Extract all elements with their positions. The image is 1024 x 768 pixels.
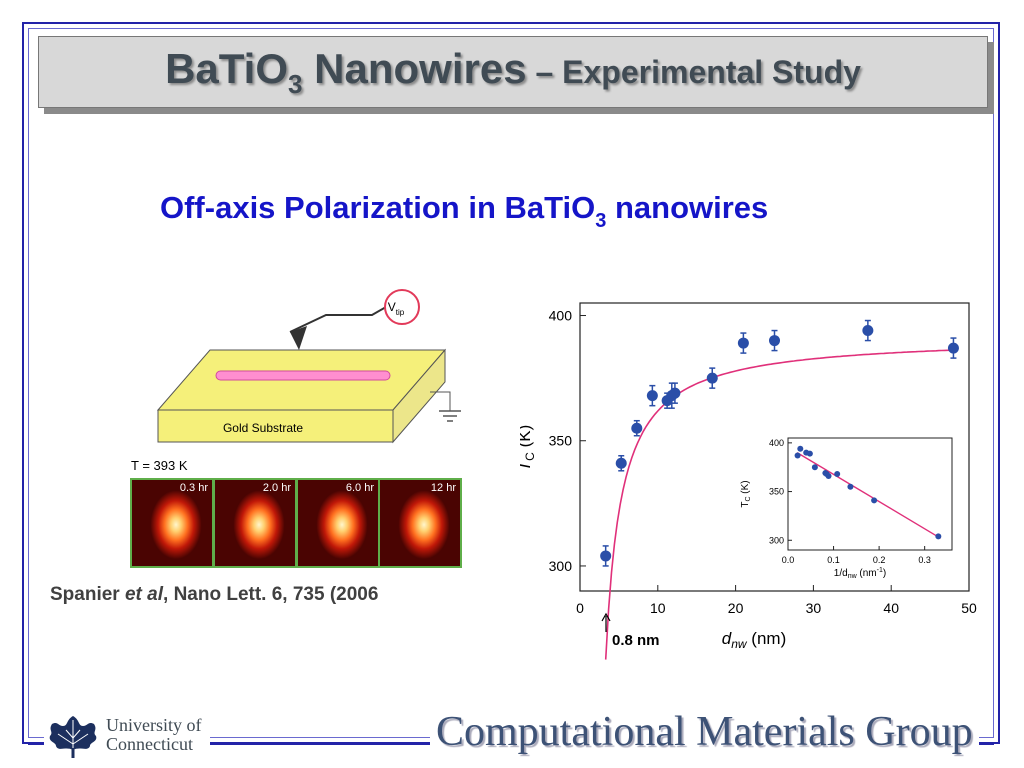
- data-point: [706, 372, 718, 384]
- voltage-source: [384, 289, 420, 325]
- title-bar: BaTiO3 Nanowires – Experimental Study: [38, 36, 988, 108]
- main-data-points: [600, 319, 959, 567]
- main-axis-ticks: 0 10 20 30 40 50 300 350 400: [549, 307, 977, 616]
- pfm-image-panel: 0.3 hr: [132, 480, 212, 566]
- x-tick-label: 30: [806, 600, 822, 616]
- citation: Spanier et al, Nano Lett. 6, 735 (2006: [50, 584, 379, 605]
- inset-plot-frame: [787, 437, 953, 551]
- subtitle-pre: Off-axis Polarization in BaTiO: [160, 190, 596, 225]
- panel-time-label: 0.3 hr: [179, 482, 208, 494]
- inset-axis-ticks: 0.0 0.1 0.2 0.3 300 350 400: [769, 438, 931, 565]
- main-x-axis-label: dnw (nm): [722, 629, 786, 651]
- afm-tip: [290, 326, 307, 350]
- oak-leaf-icon: [49, 716, 97, 758]
- citation-journal: , Nano Lett. 6, 735 (2006: [163, 584, 379, 605]
- voltage-label: Vtip: [388, 300, 405, 317]
- inset-x-axis-label: 1/dnw (nm-1): [834, 567, 886, 580]
- pfm-image-strip: 0.3 hr 2.0 hr 6.0 hr 12 hr: [130, 478, 462, 568]
- substrate-side: [392, 348, 446, 444]
- slide-subtitle: Off-axis Polarization in BaTiO3 nanowire…: [160, 190, 768, 233]
- annotation-arrow-head: [601, 612, 611, 622]
- citation-etal: et al: [124, 584, 164, 605]
- inset-y-axis-label: TC (K): [740, 480, 752, 507]
- ground-wire: [430, 391, 451, 411]
- data-point: [797, 445, 804, 452]
- panel-time-label: 6.0 hr: [345, 482, 374, 494]
- main-fit-curve: [604, 349, 954, 660]
- inset-fit-line: [796, 451, 941, 539]
- pfm-image-panel: 12 hr: [380, 480, 460, 566]
- pfm-image-panel: 6.0 hr: [298, 480, 378, 566]
- x-tick-label: 0.1: [827, 555, 840, 565]
- y-tick-label: 400: [549, 307, 573, 323]
- y-tick-label: 350: [549, 433, 573, 449]
- diameter-annotation: 0.8 nm: [612, 632, 660, 649]
- x-tick-label: 0.2: [873, 555, 886, 565]
- data-point: [947, 342, 959, 354]
- title-dash-text: – Experimental Study: [526, 53, 861, 90]
- title-main: BaTiO: [165, 44, 289, 92]
- data-point: [862, 325, 874, 337]
- data-point: [811, 464, 818, 471]
- slide-title: BaTiO3 Nanowires – Experimental Study: [165, 45, 861, 100]
- nanowire: [215, 370, 391, 381]
- group-name: Computational Materials Group: [430, 708, 979, 756]
- data-point: [806, 450, 813, 457]
- data-point: [834, 471, 841, 478]
- data-point: [646, 390, 658, 402]
- uconn-logo: University of Connecticut: [44, 712, 210, 762]
- y-tick-label: 300: [549, 558, 573, 574]
- x-tick-label: 0.0: [782, 555, 795, 565]
- inset-data-points: [794, 445, 942, 540]
- data-point: [600, 550, 612, 562]
- panel-time-label: 12 hr: [430, 482, 456, 494]
- panel-time-label: 2.0 hr: [262, 482, 291, 494]
- temperature-label: T = 393 K: [131, 458, 188, 473]
- data-point: [769, 335, 780, 347]
- x-tick-label: 0: [576, 600, 584, 616]
- x-tick-label: 0.3: [918, 555, 931, 565]
- x-tick-label: 10: [650, 600, 666, 616]
- title-subscript: 3: [288, 68, 303, 99]
- data-point: [737, 337, 749, 349]
- y-tick-label: 350: [769, 487, 784, 497]
- title-rest: Nanowires: [302, 44, 527, 92]
- data-point: [825, 472, 832, 479]
- y-tick-label: 400: [769, 438, 784, 448]
- data-point: [615, 457, 627, 469]
- y-tick-label: 300: [769, 535, 784, 545]
- substrate-label: Gold Substrate: [223, 421, 303, 435]
- x-tick-label: 50: [961, 600, 977, 616]
- subtitle-post: nanowires: [606, 190, 769, 225]
- data-point: [669, 387, 681, 399]
- data-point: [847, 483, 854, 490]
- university-name: University of Connecticut: [106, 715, 202, 754]
- data-point: [871, 497, 878, 504]
- data-point: [935, 533, 942, 540]
- subtitle-subscript: 3: [595, 210, 607, 232]
- cantilever: [289, 306, 387, 333]
- afm-setup-diagram: Gold Substrate Vtip: [156, 289, 461, 444]
- data-point: [794, 452, 801, 459]
- x-tick-label: 40: [883, 600, 899, 616]
- voltage-label-sub: tip: [396, 308, 405, 317]
- data-point: [631, 422, 643, 434]
- x-tick-label: 20: [728, 600, 744, 616]
- main-y-axis-label: TC (K): [520, 425, 537, 471]
- tc-vs-diameter-chart: 0 10 20 30 40 50 300 350 400 TC (K) dnw (nm) 0.0…: [520, 302, 977, 660]
- university-name-line2: Connecticut: [106, 734, 193, 754]
- pfm-image-panel: 2.0 hr: [215, 480, 295, 566]
